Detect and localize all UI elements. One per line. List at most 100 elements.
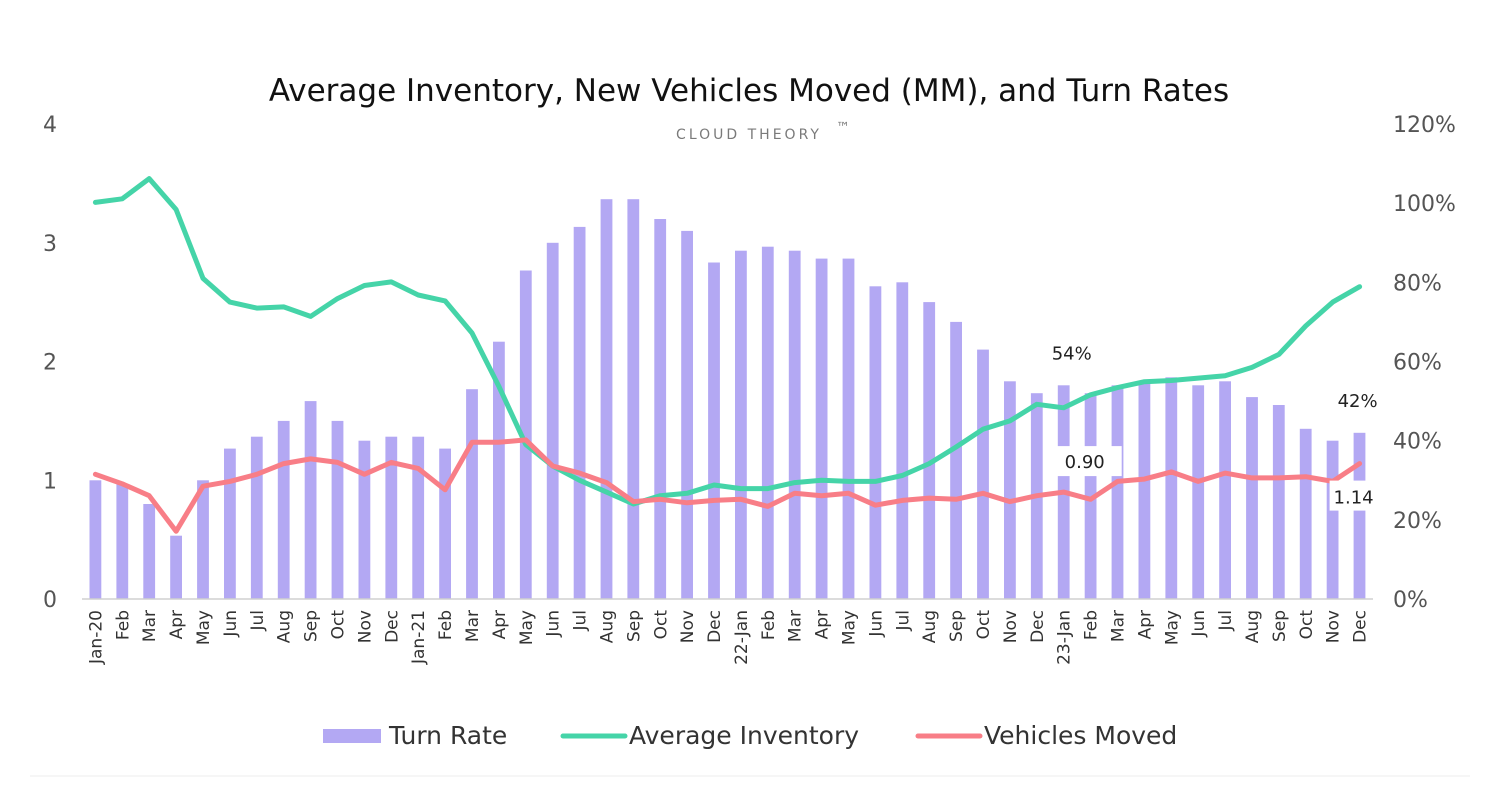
turn-rate-bar xyxy=(1299,428,1312,599)
data-label-background xyxy=(1329,480,1378,511)
turn-rate-bar xyxy=(600,199,613,599)
x-axis-tick-label: Jul xyxy=(893,610,913,632)
turn-rate-bar xyxy=(1111,385,1124,600)
turn-rate-bar xyxy=(170,535,182,599)
x-axis-tick-label: Jun xyxy=(544,610,564,638)
turn-rate-bar xyxy=(466,389,478,599)
x-axis-tick-label: 23-Jan xyxy=(1055,610,1075,665)
x-axis-tick-label: Mar xyxy=(1109,610,1129,642)
turn-rate-bar xyxy=(842,258,855,599)
right-axis-tick-label: 0% xyxy=(1393,588,1428,613)
turn-rate-bar xyxy=(735,250,747,599)
x-axis-tick-label: Oct xyxy=(329,610,349,640)
turn-rate-bar xyxy=(250,436,263,599)
x-axis-tick-label: Nov xyxy=(355,610,375,643)
right-axis-tick-label: 100% xyxy=(1393,192,1456,217)
x-axis-tick-label: Sep xyxy=(947,610,967,642)
turn-rate-bar xyxy=(1165,377,1178,599)
turn-rate-bar xyxy=(1272,405,1285,599)
x-axis-tick-label: Feb xyxy=(113,610,133,640)
right-axis-tick-label: 80% xyxy=(1393,271,1442,296)
x-axis-tick-label: Aug xyxy=(920,610,940,643)
turn-rate-bar xyxy=(116,484,129,599)
legend-swatch-turn-rate xyxy=(323,729,381,743)
x-axis-tick-label: Nov xyxy=(678,610,698,643)
data-label-background xyxy=(1047,446,1122,477)
turn-rate-bar xyxy=(815,258,828,599)
turn-rate-bar xyxy=(977,349,989,599)
x-axis-tick-label: Sep xyxy=(624,610,644,642)
x-axis-tick-label: Dec xyxy=(382,610,402,643)
x-axis-tick-label: Sep xyxy=(1270,610,1290,642)
x-axis-tick-label: Aug xyxy=(275,610,295,643)
x-axis-tick-label: Apr xyxy=(490,610,510,639)
turn-rate-bar xyxy=(761,246,774,599)
turn-rate-bar xyxy=(412,436,425,599)
turn-rate-bar xyxy=(708,262,720,599)
turn-rate-bar xyxy=(519,270,532,599)
x-axis-tick-label: Nov xyxy=(1324,610,1344,643)
x-axis-tick-label: May xyxy=(194,610,214,645)
turn-rate-bar xyxy=(89,480,102,600)
x-axis-tick-label: May xyxy=(517,610,537,645)
x-axis-tick-label: Oct xyxy=(974,610,994,640)
legend: Turn Rate Average Inventory Vehicles Moved xyxy=(323,721,1177,750)
turn-rate-bar xyxy=(493,341,505,599)
turn-rate-bar xyxy=(950,321,962,599)
turn-rate-bar xyxy=(923,302,936,599)
right-axis-tick-label: 120% xyxy=(1393,113,1456,138)
chart-title: Average Inventory, New Vehicles Moved (M… xyxy=(269,73,1229,109)
x-axis-tick-label: Mar xyxy=(140,610,160,642)
x-axis-tick-label: Oct xyxy=(1297,610,1317,640)
x-axis-tick-label: Feb xyxy=(759,610,779,640)
right-axis-tick-label: 40% xyxy=(1393,430,1442,455)
brand-trademark: ™ xyxy=(836,120,853,136)
x-axis-tick-label: Jun xyxy=(866,610,886,638)
data-label-vehicles-moved: 0.90 xyxy=(1065,452,1105,473)
turn-rate-bar xyxy=(331,420,344,599)
x-axis-tick-label: Mar xyxy=(463,610,483,642)
x-axis-tick-label: Jun xyxy=(1189,610,1209,638)
turn-rate-bar xyxy=(896,282,909,599)
turn-rate-bar xyxy=(277,420,290,599)
x-axis-tick-label: Aug xyxy=(598,610,618,643)
x-axis-tick-label: Jul xyxy=(571,610,591,632)
x-axis-tick-label: Nov xyxy=(1001,610,1021,643)
turn-rate-bar xyxy=(1084,393,1097,599)
left-axis-tick-label: 2 xyxy=(43,351,57,376)
x-axis-tick-label: Dec xyxy=(1351,610,1371,643)
brand-logo: CLOUD THEORY ™ xyxy=(676,120,853,143)
turn-rate-bar xyxy=(224,448,236,599)
left-axis-tick-label: 1 xyxy=(43,469,57,494)
x-axis-tick-label: Apr xyxy=(813,610,833,639)
x-axis-tick-label: Feb xyxy=(1082,610,1102,640)
turn-rate-bar xyxy=(1138,381,1151,599)
turn-rate-bar xyxy=(1192,385,1205,600)
legend-label-vehicles-moved: Vehicles Moved xyxy=(984,721,1177,750)
data-label-turn-rate: 54% xyxy=(1052,343,1092,364)
left-axis-tick-label: 4 xyxy=(43,113,57,138)
x-axis-tick-label: Dec xyxy=(705,610,725,643)
turn-rate-bar xyxy=(439,448,451,599)
x-axis-tick-label: Jan-21 xyxy=(409,610,429,665)
x-axis-tick-label: Apr xyxy=(1135,610,1155,639)
x-axis-tick-label: Sep xyxy=(302,610,322,642)
turn-rate-bar xyxy=(1219,381,1231,599)
right-axis-tick-label: 60% xyxy=(1393,351,1442,376)
brand-text: CLOUD THEORY xyxy=(676,127,822,143)
turn-rate-bar xyxy=(627,199,640,599)
turn-rate-bar xyxy=(546,242,559,600)
turn-rate-bar xyxy=(681,230,693,599)
x-axis-tick-label: Jul xyxy=(1216,610,1236,632)
x-axis-tick-label: Apr xyxy=(167,610,187,639)
left-axis-tick-label: 3 xyxy=(43,232,57,257)
turn-rate-bar xyxy=(358,440,371,599)
left-axis-tick-label: 0 xyxy=(43,588,57,613)
vehicles-moved-line xyxy=(92,437,1363,534)
x-axis-tick-label: Mar xyxy=(786,610,806,642)
turn-rate-bar xyxy=(385,436,398,599)
turn-rate-bar xyxy=(869,286,882,599)
